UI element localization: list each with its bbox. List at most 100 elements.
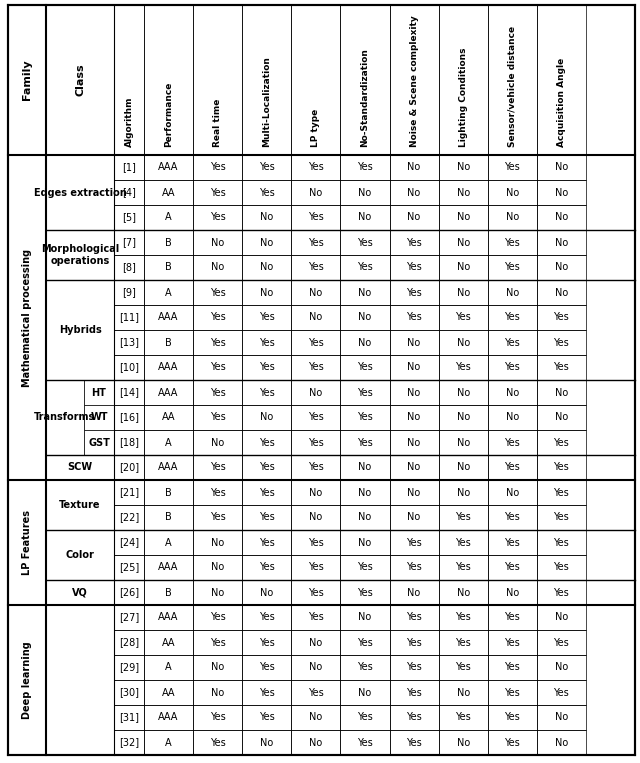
Text: Yes: Yes	[554, 562, 569, 572]
Text: Yes: Yes	[554, 638, 569, 648]
Bar	[114, 380, 144, 405]
Text: No: No	[211, 562, 224, 572]
Bar	[144, 730, 193, 755]
Bar	[390, 255, 438, 280]
Bar	[46, 280, 114, 380]
Text: Yes: Yes	[259, 337, 275, 347]
Text: No: No	[555, 163, 568, 172]
Text: Yes: Yes	[357, 262, 373, 272]
Bar	[242, 5, 291, 155]
Text: No: No	[211, 437, 224, 448]
Bar	[390, 480, 438, 505]
Bar	[438, 180, 488, 205]
Text: No: No	[555, 413, 568, 423]
Bar	[242, 405, 291, 430]
Text: Yes: Yes	[308, 237, 324, 247]
Bar	[438, 655, 488, 680]
Text: No: No	[358, 213, 372, 223]
Text: Yes: Yes	[259, 613, 275, 623]
Bar	[193, 155, 242, 180]
Text: Yes: Yes	[259, 388, 275, 398]
Text: Yes: Yes	[357, 638, 373, 648]
Text: Yes: Yes	[504, 237, 520, 247]
Bar	[488, 630, 537, 655]
Bar	[144, 155, 193, 180]
Bar	[114, 5, 144, 155]
Text: [28]: [28]	[119, 638, 139, 648]
Bar	[193, 455, 242, 480]
Text: No: No	[506, 288, 519, 298]
Text: Yes: Yes	[210, 362, 225, 372]
Text: Yes: Yes	[504, 638, 520, 648]
Bar	[340, 530, 390, 555]
Text: Morphological
operations: Morphological operations	[41, 244, 119, 266]
Bar	[340, 255, 390, 280]
Bar	[144, 505, 193, 530]
Text: Yes: Yes	[259, 462, 275, 472]
Text: Yes: Yes	[357, 413, 373, 423]
Text: Yes: Yes	[259, 163, 275, 172]
Bar	[390, 530, 438, 555]
Text: No: No	[456, 337, 470, 347]
Bar	[193, 505, 242, 530]
Text: [9]: [9]	[122, 288, 136, 298]
Text: Yes: Yes	[259, 713, 275, 723]
Bar	[488, 5, 537, 155]
Bar	[242, 380, 291, 405]
Text: No: No	[358, 337, 372, 347]
Bar	[488, 155, 537, 180]
Text: Yes: Yes	[308, 687, 324, 697]
Bar	[8, 155, 46, 480]
Text: No: No	[309, 713, 323, 723]
Bar	[291, 730, 340, 755]
Bar	[193, 380, 242, 405]
Bar	[438, 380, 488, 405]
Bar	[390, 230, 438, 255]
Bar	[193, 630, 242, 655]
Text: Yes: Yes	[210, 513, 225, 523]
Bar	[114, 480, 144, 505]
Text: Yes: Yes	[210, 738, 225, 748]
Bar	[537, 630, 586, 655]
Bar	[340, 580, 390, 605]
Text: No: No	[211, 262, 224, 272]
Text: Yes: Yes	[504, 662, 520, 672]
Text: No: No	[506, 213, 519, 223]
Bar	[84, 405, 114, 430]
Bar	[390, 430, 438, 455]
Text: No: No	[408, 388, 420, 398]
Text: No: No	[456, 288, 470, 298]
Text: AA: AA	[162, 638, 175, 648]
Bar	[46, 580, 114, 605]
Text: Yes: Yes	[554, 537, 569, 548]
Text: No: No	[408, 437, 420, 448]
Bar	[242, 355, 291, 380]
Bar	[291, 580, 340, 605]
Text: Yes: Yes	[308, 337, 324, 347]
Bar	[114, 580, 144, 605]
Bar	[438, 530, 488, 555]
Text: Yes: Yes	[406, 662, 422, 672]
Text: No: No	[555, 237, 568, 247]
Bar	[193, 580, 242, 605]
Bar	[291, 705, 340, 730]
Bar	[537, 530, 586, 555]
Text: No: No	[408, 337, 420, 347]
Bar	[242, 330, 291, 355]
Text: Yes: Yes	[554, 337, 569, 347]
Text: Yes: Yes	[308, 613, 324, 623]
Text: No: No	[260, 738, 273, 748]
Text: Yes: Yes	[455, 313, 471, 323]
Bar	[291, 530, 340, 555]
Text: Yes: Yes	[308, 362, 324, 372]
Bar	[193, 530, 242, 555]
Bar	[144, 705, 193, 730]
Bar	[114, 730, 144, 755]
Bar	[537, 355, 586, 380]
Bar	[390, 730, 438, 755]
Bar	[193, 405, 242, 430]
Bar	[438, 455, 488, 480]
Text: Yes: Yes	[210, 288, 225, 298]
Text: No: No	[211, 537, 224, 548]
Text: [29]: [29]	[119, 662, 139, 672]
